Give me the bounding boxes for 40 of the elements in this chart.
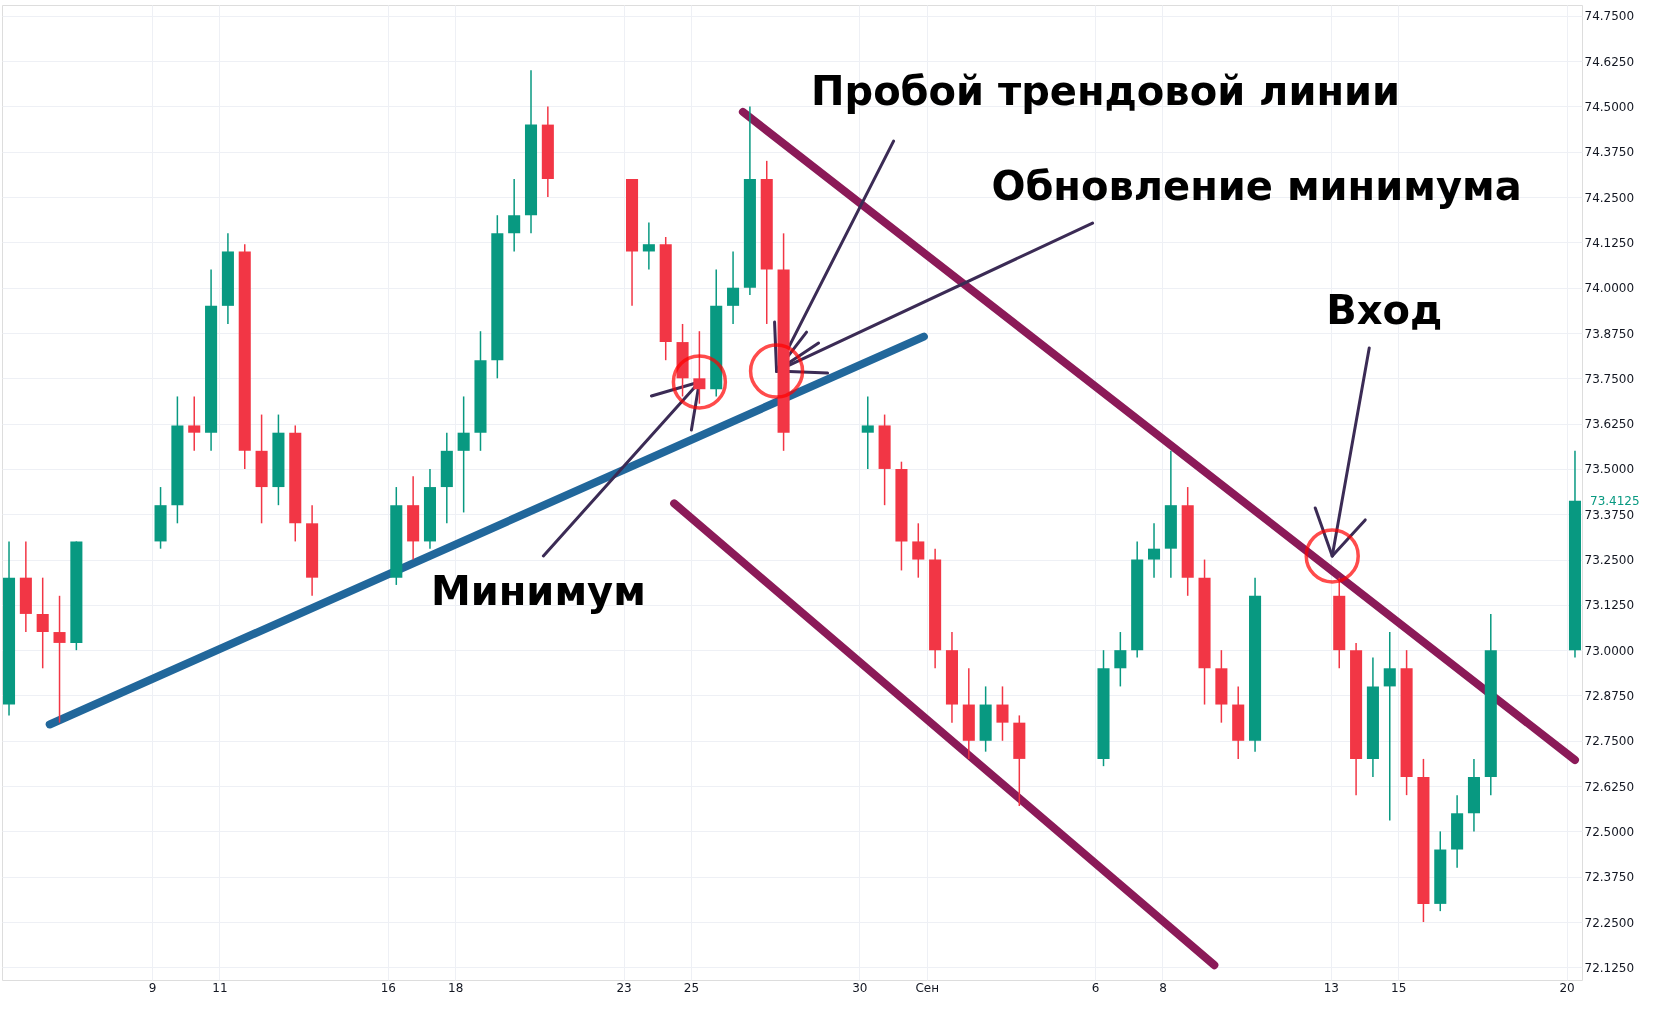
y-tick-label: 74.7500	[1584, 9, 1635, 24]
y-tick-label: 74.2500	[1584, 190, 1635, 205]
y-tick-label: 73.3750	[1584, 507, 1635, 522]
x-tick-label: 23	[616, 980, 632, 995]
x-tick-label: 20	[1559, 980, 1575, 995]
x-tick-label: 30	[852, 980, 868, 995]
y-tick-label: 72.2500	[1584, 915, 1635, 930]
x-tick-label: 13	[1323, 980, 1339, 995]
y-tick-label: 73.7500	[1584, 371, 1635, 386]
annotation: Обновление минимума	[991, 163, 1522, 210]
y-tick-label: 72.6250	[1584, 779, 1635, 794]
y-tick-label: 73.6250	[1584, 417, 1635, 432]
annotation: Пробой трендовой линии	[811, 68, 1401, 115]
x-tick-label: 16	[380, 980, 397, 995]
x-tick-label: 6	[1091, 980, 1100, 995]
y-tick-label: 74.3750	[1584, 145, 1635, 160]
x-tick-label: 9	[148, 980, 157, 995]
y-tick-label: 74.6250	[1584, 54, 1635, 69]
y-tick-label: 74.5000	[1584, 99, 1635, 114]
annotation: Вход	[1326, 286, 1443, 333]
y-tick-label: 74.0000	[1584, 281, 1635, 296]
x-tick-label: 25	[683, 980, 700, 995]
y-tick-label: 72.8750	[1584, 688, 1635, 703]
y-tick-label: 73.5000	[1584, 462, 1635, 477]
y-tick-label: 72.3750	[1584, 870, 1635, 885]
y-tick-label: 73.8750	[1584, 326, 1635, 341]
x-tick-label: 18	[448, 980, 464, 995]
x-tick-label: 8	[1159, 980, 1167, 995]
annotation: Минимум	[430, 567, 646, 614]
x-tick-label: 11	[212, 980, 228, 995]
y-tick-label: 74.1250	[1584, 235, 1635, 250]
x-tick-label: 15	[1391, 980, 1407, 995]
x-tick-label: Сен	[915, 980, 940, 995]
y-tick-label: 72.7500	[1584, 734, 1635, 749]
y-tick-label: 72.5000	[1584, 824, 1635, 839]
y-tick-label: 73.2500	[1584, 553, 1635, 568]
y-tick-label: 73.1250	[1584, 598, 1635, 613]
y-tick-label: 72.1250	[1584, 960, 1635, 975]
y-tick-label: 73.0000	[1584, 643, 1635, 658]
text: 73.4125	[1590, 493, 1640, 508]
